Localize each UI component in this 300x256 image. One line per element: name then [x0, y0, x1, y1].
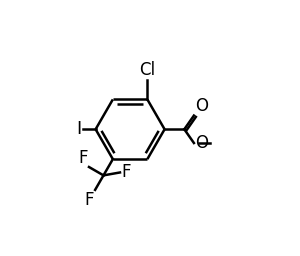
- Text: O: O: [195, 134, 208, 152]
- Text: Cl: Cl: [139, 61, 155, 79]
- Text: O: O: [195, 97, 208, 115]
- Text: F: F: [85, 191, 94, 209]
- Text: F: F: [121, 164, 130, 182]
- Text: I: I: [76, 120, 82, 138]
- Text: F: F: [79, 148, 88, 167]
